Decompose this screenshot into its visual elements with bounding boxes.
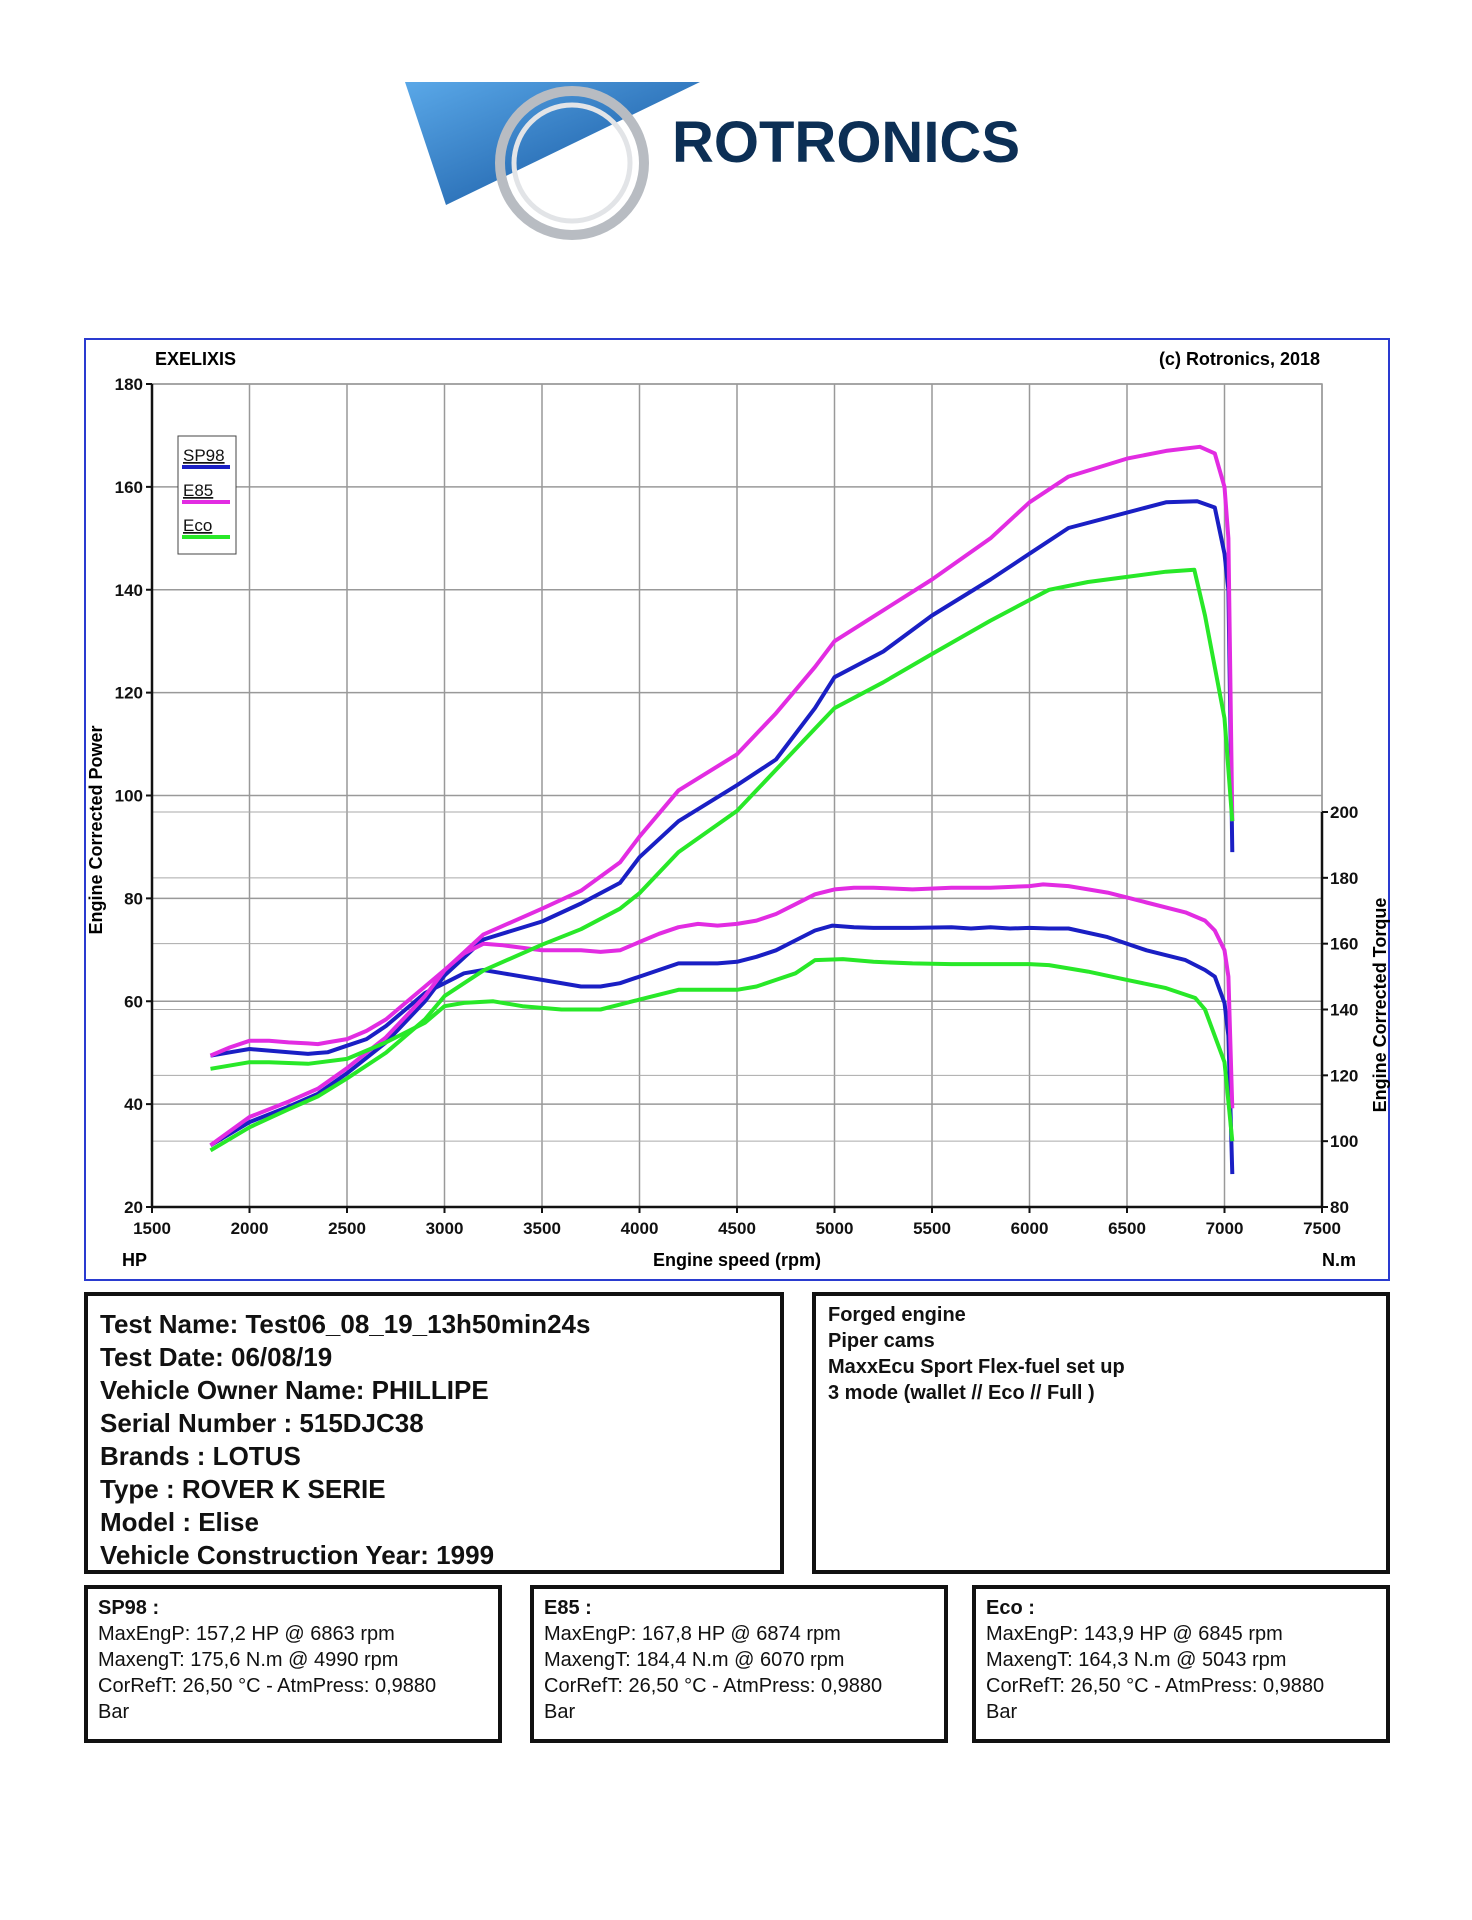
- chart-header-left: EXELIXIS: [155, 349, 236, 369]
- torque-line-sp98: [210, 923, 1235, 1175]
- setup-note-line: 3 mode (wallet // Eco // Full ): [828, 1382, 1095, 1404]
- stats-max-torque: MaxengT: 164,3 N.m @ 5043 rpm: [986, 1649, 1287, 1671]
- stats-max-power: MaxEngP: 167,8 HP @ 6874 rpm: [544, 1623, 841, 1645]
- chart-frame: [84, 338, 1390, 1281]
- x-tick-label: 4500: [718, 1219, 756, 1238]
- y-tick-label-left: 40: [124, 1095, 143, 1114]
- stats-reference: CorRefT: 26,50 °C - AtmPress: 0,9880: [98, 1675, 437, 1697]
- x-tick-label: 7500: [1303, 1219, 1341, 1238]
- stats-max-torque: MaxengT: 184,4 N.m @ 6070 rpm: [544, 1649, 845, 1671]
- stats-box-eco: Eco : MaxEngP: 143,9 HP @ 6845 rpm Maxen…: [972, 1585, 1390, 1743]
- logo-wordmark: ROTRONICS: [672, 110, 1020, 175]
- legend-label-sp98: SP98: [183, 446, 225, 465]
- stats-title: SP98 :: [98, 1597, 160, 1619]
- stats-max-torque: MaxengT: 175,6 N.m @ 4990 rpm: [98, 1649, 399, 1671]
- y-tick-label-right: 120: [1330, 1066, 1358, 1085]
- rotronics-logo: ROTRONICS: [405, 82, 1020, 240]
- stats-unit: Bar: [986, 1701, 1018, 1723]
- logo-ring-shape: [495, 86, 649, 240]
- vehicle-info-line: Serial Number : 515DJC38: [100, 1408, 424, 1438]
- stats-box-sp98: SP98 : MaxEngP: 157,2 HP @ 6863 rpm Maxe…: [84, 1585, 502, 1743]
- y-tick-label-right: 100: [1330, 1132, 1358, 1151]
- torque-line-e85: [209, 882, 1235, 1109]
- power-line-sp98: [209, 499, 1235, 1148]
- x-tick-label: 2500: [328, 1219, 366, 1238]
- y-tick-label-left: 140: [115, 581, 143, 600]
- stats-reference: CorRefT: 26,50 °C - AtmPress: 0,9880: [986, 1675, 1325, 1697]
- y-tick-label-right: 80: [1330, 1198, 1349, 1217]
- unit-right: N.m: [1322, 1250, 1356, 1270]
- x-tick-label: 6000: [1011, 1219, 1049, 1238]
- y-tick-label-right: 200: [1330, 803, 1358, 822]
- vehicle-info-line: Type : ROVER K SERIE: [100, 1474, 386, 1504]
- x-tick-label: 6500: [1108, 1219, 1146, 1238]
- vehicle-info-line: Model : Elise: [100, 1507, 259, 1537]
- legend-label-eco: Eco: [183, 516, 212, 535]
- vehicle-info-line: Vehicle Owner Name: PHILLIPE: [100, 1375, 489, 1405]
- y-axis-label-left: Engine Corrected Power: [86, 725, 106, 934]
- vehicle-info-line: Test Name: Test06_08_19_13h50min24s: [100, 1309, 591, 1339]
- chart-header-right: (c) Rotronics, 2018: [1159, 349, 1320, 369]
- y-tick-label-left: 180: [115, 375, 143, 394]
- vehicle-info-line: Test Date: 06/08/19: [100, 1342, 333, 1372]
- y-tick-label-left: 80: [124, 889, 143, 908]
- vehicle-info-line: Brands : LOTUS: [100, 1441, 301, 1471]
- chart-axes: 1500 2000 2500 3000 3500 4000 4500 5000 5500 6000…: [115, 375, 1359, 1238]
- y-tick-label-right: 160: [1330, 935, 1358, 954]
- power-line-eco: [209, 567, 1235, 1153]
- setup-note-line: MaxxEcu Sport Flex-fuel set up: [828, 1356, 1125, 1378]
- x-tick-label: 3000: [426, 1219, 464, 1238]
- y-tick-label-right: 140: [1330, 1001, 1358, 1020]
- vehicle-info-box: Test Name: Test06_08_19_13h50min24s Test …: [84, 1292, 784, 1574]
- y-tick-label-left: 20: [124, 1198, 143, 1217]
- x-tick-label: 4000: [621, 1219, 659, 1238]
- stats-reference: CorRefT: 26,50 °C - AtmPress: 0,9880: [544, 1675, 883, 1697]
- setup-note-line: Forged engine: [828, 1304, 966, 1326]
- power-line-e85: [209, 444, 1235, 1147]
- stats-unit: Bar: [544, 1701, 576, 1723]
- y-tick-label-left: 120: [115, 684, 143, 703]
- x-tick-label: 1500: [133, 1219, 171, 1238]
- x-tick-label: 7000: [1206, 1219, 1244, 1238]
- vehicle-info-lines: Test Name: Test06_08_19_13h50min24s Test …: [100, 1308, 780, 1572]
- x-tick-label: 2000: [231, 1219, 269, 1238]
- x-axis-label: Engine speed (rpm): [653, 1250, 821, 1270]
- y-tick-label-right: 180: [1330, 869, 1358, 888]
- torque-line-eco: [210, 957, 1235, 1142]
- chart-legend: SP98 E85 Eco: [177, 435, 237, 555]
- stats-title: E85 :: [544, 1597, 592, 1619]
- chart-series-group: [209, 444, 1235, 1175]
- vehicle-info-line: Vehicle Construction Year: 1999: [100, 1540, 495, 1570]
- y-tick-label-left: 160: [115, 478, 143, 497]
- stats-max-power: MaxEngP: 157,2 HP @ 6863 rpm: [98, 1623, 395, 1645]
- x-tick-label: 5000: [816, 1219, 854, 1238]
- dyno-chart: EXELIXIS (c) Rotronics, 2018 1500 2000 250…: [84, 338, 1390, 1281]
- y-tick-label-left: 100: [115, 787, 143, 806]
- stats-max-power: MaxEngP: 143,9 HP @ 6845 rpm: [986, 1623, 1283, 1645]
- legend-label-e85: E85: [183, 481, 213, 500]
- setup-note-line: Piper cams: [828, 1330, 935, 1352]
- x-tick-label: 3500: [523, 1219, 561, 1238]
- y-tick-label-left: 60: [124, 992, 143, 1011]
- x-tick-label: 5500: [913, 1219, 951, 1238]
- stats-box-e85: E85 : MaxEngP: 167,8 HP @ 6874 rpm Maxen…: [530, 1585, 948, 1743]
- y-axis-label-right: Engine Corrected Torque: [1370, 898, 1390, 1113]
- setup-notes-box: Forged engine Piper cams MaxxEcu Sport Fle…: [812, 1292, 1390, 1574]
- setup-notes-lines: Forged engine Piper cams MaxxEcu Sport Fle…: [828, 1302, 1386, 1406]
- unit-left: HP: [122, 1250, 147, 1270]
- stats-title: Eco :: [986, 1597, 1035, 1619]
- stats-unit: Bar: [98, 1701, 130, 1723]
